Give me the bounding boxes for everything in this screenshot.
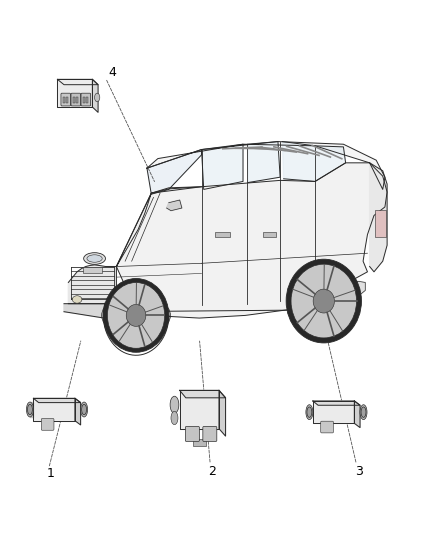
FancyBboxPatch shape bbox=[203, 426, 217, 441]
FancyBboxPatch shape bbox=[61, 93, 71, 106]
Ellipse shape bbox=[313, 289, 335, 313]
Polygon shape bbox=[92, 79, 98, 112]
Ellipse shape bbox=[81, 402, 88, 417]
Bar bbox=[263, 232, 276, 237]
Ellipse shape bbox=[361, 407, 366, 417]
FancyBboxPatch shape bbox=[71, 93, 81, 106]
Text: 1: 1 bbox=[47, 467, 55, 480]
Polygon shape bbox=[166, 200, 182, 211]
Bar bbox=[73, 98, 75, 103]
Polygon shape bbox=[354, 401, 360, 427]
Bar bbox=[83, 98, 85, 103]
Ellipse shape bbox=[360, 405, 367, 419]
Ellipse shape bbox=[307, 407, 312, 417]
Polygon shape bbox=[57, 79, 98, 85]
Ellipse shape bbox=[286, 259, 361, 343]
Polygon shape bbox=[75, 398, 81, 425]
Polygon shape bbox=[219, 390, 226, 436]
Ellipse shape bbox=[84, 253, 106, 264]
Polygon shape bbox=[117, 187, 201, 266]
Polygon shape bbox=[57, 79, 92, 107]
Polygon shape bbox=[147, 142, 385, 189]
FancyBboxPatch shape bbox=[185, 426, 199, 441]
Ellipse shape bbox=[72, 296, 82, 303]
Ellipse shape bbox=[28, 405, 32, 415]
Bar bbox=[86, 98, 88, 103]
Ellipse shape bbox=[95, 93, 100, 102]
Polygon shape bbox=[180, 390, 226, 398]
Bar bbox=[193, 439, 206, 446]
Text: 4: 4 bbox=[108, 66, 116, 79]
Polygon shape bbox=[117, 163, 387, 318]
Bar bbox=[215, 232, 230, 237]
FancyBboxPatch shape bbox=[81, 93, 91, 106]
Text: 3: 3 bbox=[355, 465, 363, 478]
Ellipse shape bbox=[306, 405, 313, 419]
Bar bbox=[83, 266, 102, 273]
Ellipse shape bbox=[170, 396, 179, 413]
Ellipse shape bbox=[87, 255, 102, 262]
Polygon shape bbox=[297, 281, 365, 312]
Bar bbox=[76, 98, 78, 103]
Polygon shape bbox=[64, 304, 136, 320]
Ellipse shape bbox=[81, 405, 87, 415]
Ellipse shape bbox=[126, 304, 146, 326]
Polygon shape bbox=[201, 144, 243, 189]
Polygon shape bbox=[283, 142, 346, 181]
Ellipse shape bbox=[291, 264, 357, 338]
Bar bbox=[375, 210, 386, 237]
Polygon shape bbox=[33, 398, 75, 421]
Polygon shape bbox=[313, 401, 360, 405]
Ellipse shape bbox=[102, 294, 170, 336]
Ellipse shape bbox=[103, 279, 169, 352]
Polygon shape bbox=[370, 163, 387, 272]
FancyBboxPatch shape bbox=[321, 421, 333, 433]
Ellipse shape bbox=[171, 411, 178, 425]
Ellipse shape bbox=[107, 282, 165, 348]
Polygon shape bbox=[180, 390, 219, 429]
Ellipse shape bbox=[26, 402, 33, 417]
Text: 2: 2 bbox=[208, 465, 216, 478]
Polygon shape bbox=[147, 150, 201, 194]
FancyBboxPatch shape bbox=[41, 418, 54, 430]
Polygon shape bbox=[68, 265, 117, 304]
Polygon shape bbox=[247, 142, 280, 182]
Polygon shape bbox=[33, 398, 81, 402]
Bar bbox=[63, 98, 65, 103]
Polygon shape bbox=[30, 402, 33, 417]
Bar bbox=[66, 98, 68, 103]
Polygon shape bbox=[313, 401, 354, 423]
